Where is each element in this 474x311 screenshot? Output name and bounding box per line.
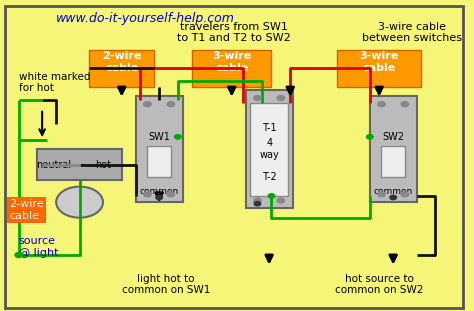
FancyBboxPatch shape <box>5 6 464 308</box>
FancyBboxPatch shape <box>136 96 182 202</box>
Circle shape <box>15 253 22 258</box>
Text: T-1: T-1 <box>262 123 276 132</box>
Text: 2-wire
cable: 2-wire cable <box>9 199 44 220</box>
Text: light hot to
common on SW1: light hot to common on SW1 <box>122 274 210 295</box>
FancyBboxPatch shape <box>37 149 122 180</box>
Circle shape <box>366 135 373 139</box>
Circle shape <box>254 202 261 206</box>
Circle shape <box>401 192 409 197</box>
FancyBboxPatch shape <box>192 50 272 87</box>
Circle shape <box>378 102 385 107</box>
Circle shape <box>174 135 181 139</box>
Text: SW2: SW2 <box>382 132 404 142</box>
Text: 3-wire
cable: 3-wire cable <box>212 51 251 73</box>
Text: 3-wire
cable: 3-wire cable <box>359 51 399 73</box>
FancyBboxPatch shape <box>370 96 417 202</box>
Circle shape <box>144 192 151 197</box>
Text: www.do-it-yourself-help.com: www.do-it-yourself-help.com <box>56 12 235 26</box>
Text: common: common <box>374 187 413 196</box>
Text: neutral: neutral <box>36 160 72 170</box>
FancyBboxPatch shape <box>246 90 292 208</box>
Text: hot: hot <box>95 160 111 170</box>
Text: T-2: T-2 <box>262 172 276 182</box>
Circle shape <box>144 102 151 107</box>
FancyBboxPatch shape <box>250 103 288 196</box>
Circle shape <box>156 195 163 200</box>
Text: white marked
for hot: white marked for hot <box>19 72 90 93</box>
Text: 2-wire
cable: 2-wire cable <box>102 51 141 73</box>
Text: source
@ light: source @ light <box>19 236 58 258</box>
Text: SW1: SW1 <box>148 132 170 142</box>
Text: common: common <box>139 187 179 196</box>
Circle shape <box>254 95 261 100</box>
Circle shape <box>277 198 284 203</box>
Circle shape <box>390 195 396 200</box>
Circle shape <box>254 198 261 203</box>
Text: travelers from SW1
to T1 and T2 to SW2: travelers from SW1 to T1 and T2 to SW2 <box>177 22 291 43</box>
Text: hot source to
common on SW2: hot source to common on SW2 <box>335 274 423 295</box>
Circle shape <box>401 102 409 107</box>
FancyBboxPatch shape <box>382 146 405 177</box>
FancyBboxPatch shape <box>337 50 421 87</box>
FancyBboxPatch shape <box>147 146 171 177</box>
Text: 4
way: 4 way <box>259 138 279 160</box>
FancyBboxPatch shape <box>89 50 155 87</box>
Circle shape <box>167 102 174 107</box>
Circle shape <box>268 194 275 198</box>
Circle shape <box>378 192 385 197</box>
Ellipse shape <box>56 187 103 218</box>
Circle shape <box>277 95 284 100</box>
Circle shape <box>167 192 174 197</box>
Text: 3-wire cable
between switches: 3-wire cable between switches <box>362 22 462 43</box>
